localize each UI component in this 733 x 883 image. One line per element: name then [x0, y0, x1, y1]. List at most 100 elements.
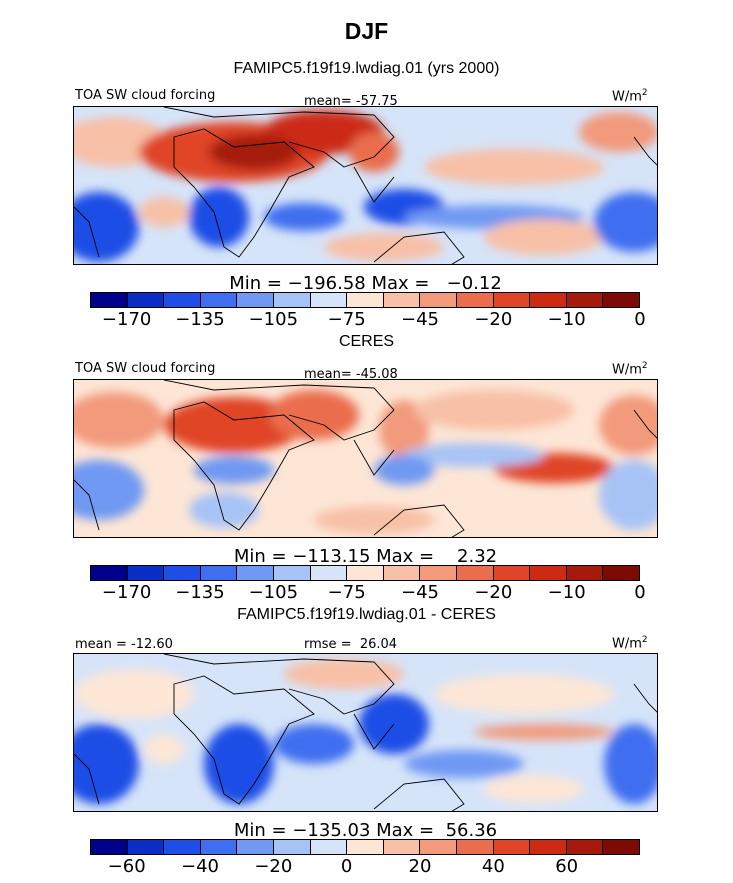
colorbar-tick-label: −75	[327, 309, 366, 330]
colorbar-tick-label: 0	[340, 856, 353, 877]
field-blob	[314, 506, 434, 534]
colorbar-tick-label: −60	[107, 856, 146, 877]
panel-2-stats: Min = −113.15 Max = 2.32	[233, 546, 498, 567]
field-blob	[599, 395, 657, 455]
field-blob	[474, 724, 614, 740]
panel-3-colorbar-labels: −60 −40 −20 0 20 40 60	[90, 856, 640, 877]
colorbar-segment	[603, 293, 639, 307]
colorbar-segment	[420, 293, 457, 307]
colorbar-segment	[237, 840, 274, 854]
panel-2-units-sup: 2	[641, 361, 648, 371]
colorbar-tick-label: −20	[254, 856, 293, 877]
panel-2-colorbar	[90, 565, 640, 581]
colorbar-segment	[310, 840, 348, 854]
coastline-america	[633, 136, 657, 166]
colorbar-segment	[91, 293, 128, 307]
colorbar-segment	[127, 840, 165, 854]
colorbar-tick-label: −20	[474, 582, 513, 603]
field-blob	[484, 219, 604, 255]
field-blob	[594, 192, 657, 252]
panel-3-colorbar	[90, 839, 640, 855]
colorbar-segment	[91, 566, 128, 580]
panel-3-units-label: W/m2	[612, 635, 648, 651]
field-blob	[204, 724, 274, 804]
field-blob	[424, 149, 604, 185]
colorbar-segment	[310, 293, 348, 307]
colorbar-segment	[347, 293, 384, 307]
colorbar-segment	[127, 566, 165, 580]
field-blob	[74, 724, 139, 804]
panel-1-coastlines	[74, 107, 657, 264]
colorbar-segment	[200, 566, 238, 580]
colorbar-tick-label: −105	[248, 582, 299, 603]
field-blob	[434, 674, 614, 714]
colorbar-tick-label: −10	[547, 309, 586, 330]
field-blob	[404, 750, 524, 778]
panel-3-field	[74, 659, 657, 804]
colorbar-segment	[164, 566, 201, 580]
colorbar-segment	[456, 293, 494, 307]
panel-2-field	[74, 390, 657, 534]
colorbar-segment	[456, 840, 494, 854]
panel-1-colorbar	[90, 292, 640, 308]
colorbar-segment	[566, 293, 604, 307]
field-blob	[579, 112, 657, 152]
field-blob	[269, 390, 359, 440]
field-blob	[274, 724, 354, 764]
field-blob	[74, 392, 164, 448]
colorbar-segment	[493, 293, 531, 307]
colorbar-segment	[347, 566, 384, 580]
colorbar-tick-label: 60	[555, 856, 579, 877]
colorbar-tick-label: 20	[408, 856, 432, 877]
coastline-america	[633, 683, 657, 713]
colorbar-segment	[383, 840, 421, 854]
coastline-australia	[373, 504, 465, 537]
colorbar-tick-label: 40	[481, 856, 505, 877]
field-blob	[604, 724, 657, 804]
colorbar-segment	[237, 566, 274, 580]
panel-3-units-text: W/m	[612, 636, 642, 652]
colorbar-segment	[273, 840, 311, 854]
panel-1-variable-label: TOA SW cloud forcing	[75, 88, 216, 103]
colorbar-tick-label: −10	[547, 582, 586, 603]
colorbar-segment	[273, 566, 311, 580]
coastline-australia	[373, 778, 465, 811]
field-blob	[404, 443, 544, 467]
panel-1-map	[73, 106, 658, 265]
field-blob	[324, 233, 444, 261]
panel-2-units-label: W/m2	[612, 361, 648, 377]
colorbar-tick-label: −20	[474, 309, 513, 330]
field-blob	[264, 203, 344, 231]
colorbar-segment	[530, 840, 567, 854]
field-blob	[164, 397, 304, 453]
panel-2-map	[73, 379, 658, 538]
colorbar-segment	[200, 293, 238, 307]
field-blob	[139, 197, 189, 227]
colorbar-segment	[310, 566, 348, 580]
colorbar-tick-label: −45	[401, 309, 439, 330]
panel-1-colorbar-labels: −170 −135 −105 −75 −45 −20 −10 0	[90, 309, 646, 330]
field-blob	[379, 400, 429, 460]
colorbar-tick-label: −170	[101, 309, 152, 330]
coastline-eurasia	[163, 380, 395, 441]
colorbar-tick-label: −105	[248, 309, 299, 330]
panel-3-coastlines	[74, 654, 657, 811]
panel-1-stats: Min = −196.58 Max = −0.12	[229, 273, 502, 294]
colorbar-segment	[164, 293, 201, 307]
panel-3-mean-label: mean = -12.60	[75, 637, 173, 652]
colorbar-segment	[493, 566, 531, 580]
colorbar-segment	[273, 293, 311, 307]
field-blob	[284, 659, 404, 689]
colorbar-segment	[566, 840, 604, 854]
panel-2-title: CERES	[338, 333, 395, 350]
coastline-eurasia	[163, 107, 395, 168]
field-blob	[189, 492, 259, 528]
colorbar-segment	[420, 566, 457, 580]
colorbar-segment	[200, 840, 238, 854]
coastline-south-america	[74, 753, 100, 805]
field-blob	[74, 669, 194, 719]
panel-2-coastlines	[74, 380, 657, 537]
panel-2-units-text: W/m	[612, 362, 642, 378]
panel-3-stats: Min = −135.03 Max = 56.36	[233, 820, 498, 841]
panel-1-mean-label: mean= -57.75	[304, 94, 398, 109]
